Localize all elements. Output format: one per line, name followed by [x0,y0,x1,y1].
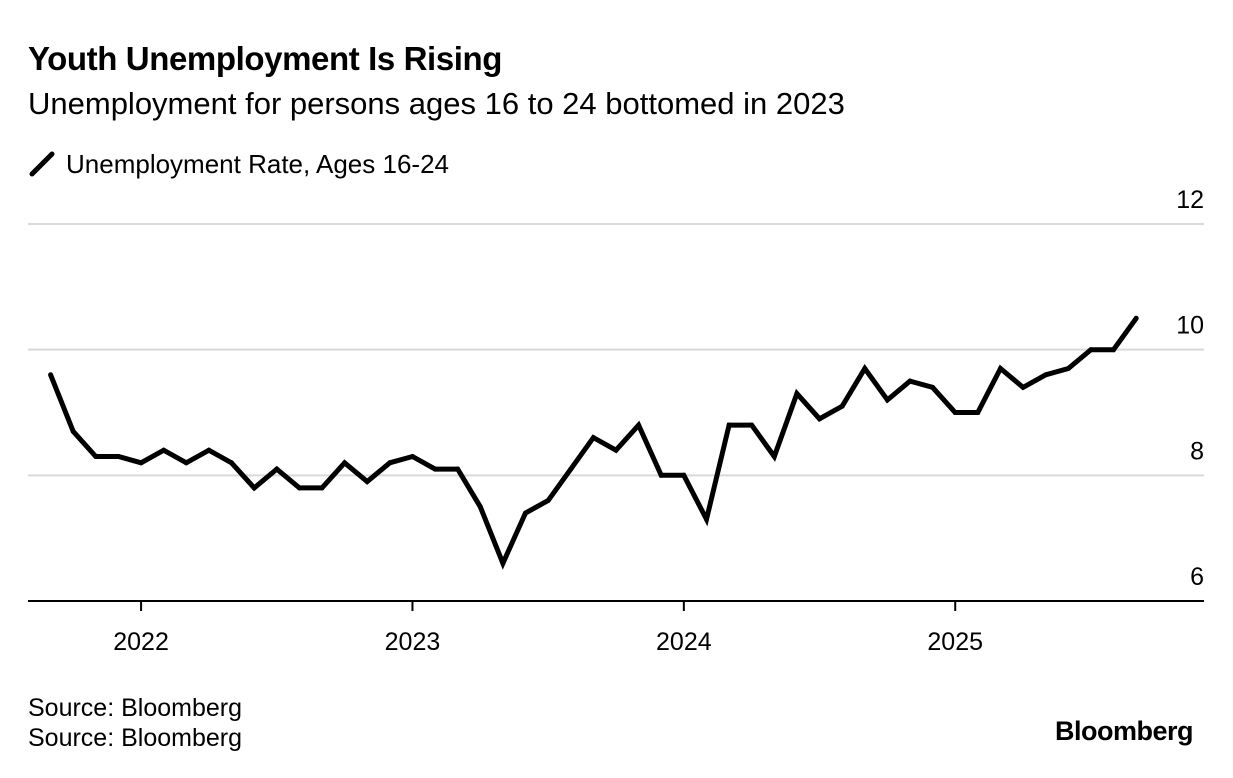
data-point-2023-07 [545,498,551,503]
data-point-2022-05 [229,460,234,466]
data-point-2024-07 [817,416,822,422]
data-point-2024-04 [749,422,755,428]
x-tick-label-2022: 2022 [113,628,169,656]
chart-title: Youth Unemployment Is Rising [28,40,503,77]
data-point-2025-06 [1065,366,1071,371]
source-note-repeat: Source: Bloomberg [28,724,243,752]
data-point-2023-02 [432,466,438,472]
data-point-2022-12 [387,460,393,466]
data-point-2024-01 [681,472,687,478]
y-tick-label-10: 10 [1176,312,1204,340]
data-point-2023-01 [410,454,415,459]
data-point-2022-06 [251,485,257,491]
bloomberg-logo: Bloomberg [1054,716,1194,746]
data-point-2023-04 [477,504,483,510]
data-point-2025-04 [1020,384,1026,390]
data-point-2024-10 [884,397,890,403]
data-point-2024-09 [862,366,868,371]
data-point-2022-11 [364,479,370,485]
data-point-2022-09 [319,485,325,491]
data-point-2023-09 [590,435,596,441]
x-tick-label-2025: 2025 [927,628,983,656]
data-point-2023-11 [636,422,642,428]
legend-label: Unemployment Rate, Ages 16-24 [66,148,449,179]
data-point-2022-10 [342,460,348,466]
data-point-2023-12 [658,472,664,478]
data-point-2023-10 [613,447,619,453]
x-tick-label-2024: 2024 [656,628,712,656]
data-point-2022-04 [206,447,212,453]
data-point-2025-02 [975,410,981,415]
data-point-2021-09 [48,372,54,378]
line-swatch-icon [29,151,55,177]
y-tick-label-12: 12 [1176,186,1204,214]
data-point-2025-03 [998,366,1003,371]
y-tick-label-6: 6 [1190,563,1204,591]
legend: Unemployment Rate, Ages 16-24 [28,147,449,181]
x-tick-label-2023: 2023 [385,628,441,656]
data-point-2022-08 [296,485,302,491]
data-point-2024-03 [726,422,732,428]
data-point-2021-11 [93,454,99,459]
chart-subtitle: Unemployment for persons ages 16 to 24 b… [28,86,845,121]
data-point-2022-07 [274,466,280,472]
data-point-2025-08 [1111,347,1116,353]
data-point-2024-11 [907,378,913,384]
data-point-2025-09 [1133,315,1139,321]
data-point-2024-05 [771,454,777,459]
data-point-2025-07 [1088,347,1094,353]
data-point-2021-12 [116,454,121,459]
data-point-2023-06 [523,510,528,516]
data-point-2022-03 [183,460,189,466]
data-point-2024-08 [839,403,845,409]
y-tick-label-8: 8 [1190,437,1204,465]
data-point-2022-02 [161,447,167,453]
source-note: Source: Bloomberg [28,694,243,722]
data-point-2024-02 [704,516,709,522]
series-line-0 [48,316,1139,570]
data-point-2024-12 [930,384,936,390]
data-point-2024-06 [794,391,800,397]
data-point-2022-01 [138,460,144,466]
data-point-2023-05 [500,560,506,566]
data-point-2025-01 [952,410,958,415]
data-point-2025-05 [1043,372,1049,378]
data-point-2023-08 [568,466,574,472]
data-point-2021-10 [70,428,76,434]
data-point-2023-03 [455,466,461,472]
